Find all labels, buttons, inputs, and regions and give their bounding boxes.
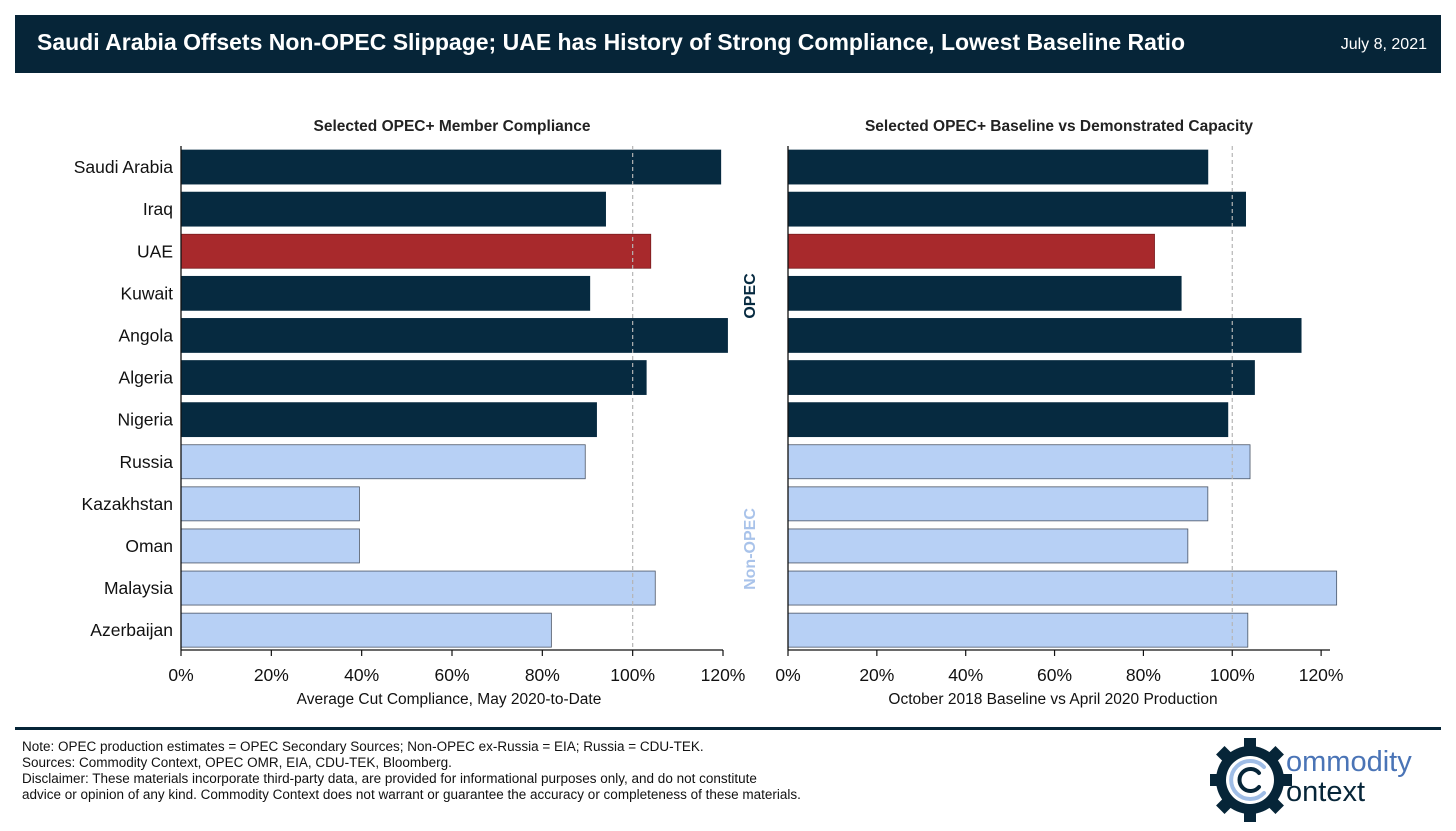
x-tick-label: 60% [434,665,469,685]
non-opec-group-label: Non-OPEC [742,508,759,590]
x-tick-label: 0% [775,665,800,685]
page-title: Saudi Arabia Offsets Non-OPEC Slippage; … [37,29,1186,55]
gear-icon [1210,738,1292,822]
compliance-chart: Selected OPEC+ Member Compliance Saudi Ar… [74,118,746,708]
x-tick-label: 100% [1210,665,1255,685]
x-tick-label: 0% [168,665,193,685]
baseline-bar-oman [787,528,1189,564]
category-label: Azerbaijan [90,620,173,640]
x-tick-label: 120% [701,665,746,685]
baseline-bar-malaysia [787,570,1338,606]
category-label: Angola [119,325,174,345]
publish-date: July 8, 2021 [1340,36,1427,53]
x-tick-label: 120% [1299,665,1344,685]
category-label: Nigeria [118,410,174,430]
footer-note: Note: OPEC production estimates = OPEC S… [22,739,704,754]
logo-word-commodity: ommodity [1286,746,1412,778]
compliance-bar-iraq [180,191,606,227]
category-label: Oman [125,536,173,556]
x-tick-label: 20% [254,665,289,685]
compliance-bar-nigeria [180,402,597,438]
commodity-context-logo: ommodity ontext [1210,738,1412,822]
category-label: Algeria [119,368,174,388]
baseline-x-axis-label: October 2018 Baseline vs April 2020 Prod… [888,691,1217,708]
category-label: Iraq [143,199,173,219]
baseline-bar-algeria [787,360,1255,395]
x-tick-label: 20% [859,665,894,685]
category-label: Saudi Arabia [74,157,174,177]
compliance-bar-malaysia [180,570,656,606]
baseline-bar-uae [787,233,1155,269]
compliance-bar-kazakhstan [180,486,360,522]
logo-word-context: ontext [1286,776,1365,808]
footer-notes: Note: OPEC production estimates = OPEC S… [22,739,1172,803]
compliance-bar-angola [180,318,728,353]
category-label: UAE [137,241,173,261]
x-tick-label: 80% [1126,665,1161,685]
compliance-bar-russia [180,444,586,480]
baseline-bar-saudi-arabia [787,149,1209,185]
opec-group-label: OPEC [742,273,759,319]
x-tick-label: 40% [344,665,379,685]
compliance-bar-uae [180,233,652,269]
baseline-bar-kuwait [787,275,1182,311]
baseline-bar-kazakhstan [787,486,1209,522]
compliance-x-axis-label: Average Cut Compliance, May 2020-to-Date [297,691,602,708]
footer-disclaimer-line-1: Disclaimer: These materials incorporate … [22,771,757,786]
x-tick-label: 60% [1037,665,1072,685]
x-tick-label: 40% [948,665,983,685]
baseline-bar-angola [787,318,1302,353]
baseline-bar-nigeria [787,402,1229,438]
compliance-chart-title: Selected OPEC+ Member Compliance [314,118,591,135]
x-tick-label: 100% [610,665,655,685]
baseline-chart-title: Selected OPEC+ Baseline vs Demonstrated … [865,118,1253,135]
baseline-bar-azerbaijan [787,612,1249,648]
page-header: Saudi Arabia Offsets Non-OPEC Slippage; … [15,15,1441,73]
baseline-bar-russia [787,444,1251,480]
compliance-bar-azerbaijan [180,612,552,648]
footer-sources: Sources: Commodity Context, OPEC OMR, EI… [22,755,452,770]
baseline-capacity-chart: Selected OPEC+ Baseline vs Demonstrated … [775,118,1343,708]
compliance-bar-oman [180,528,360,564]
compliance-bar-kuwait [180,275,591,311]
footer-divider [15,727,1441,730]
category-label: Malaysia [104,578,173,598]
footer-disclaimer-line-2: advice or opinion of any kind. Commodity… [22,787,801,802]
category-label: Kazakhstan [82,494,173,514]
compliance-bar-saudi-arabia [180,149,722,185]
category-label: Kuwait [120,283,173,303]
category-label: Russia [120,452,174,472]
x-tick-label: 80% [525,665,560,685]
baseline-bar-iraq [787,191,1246,227]
compliance-bar-algeria [180,360,647,395]
